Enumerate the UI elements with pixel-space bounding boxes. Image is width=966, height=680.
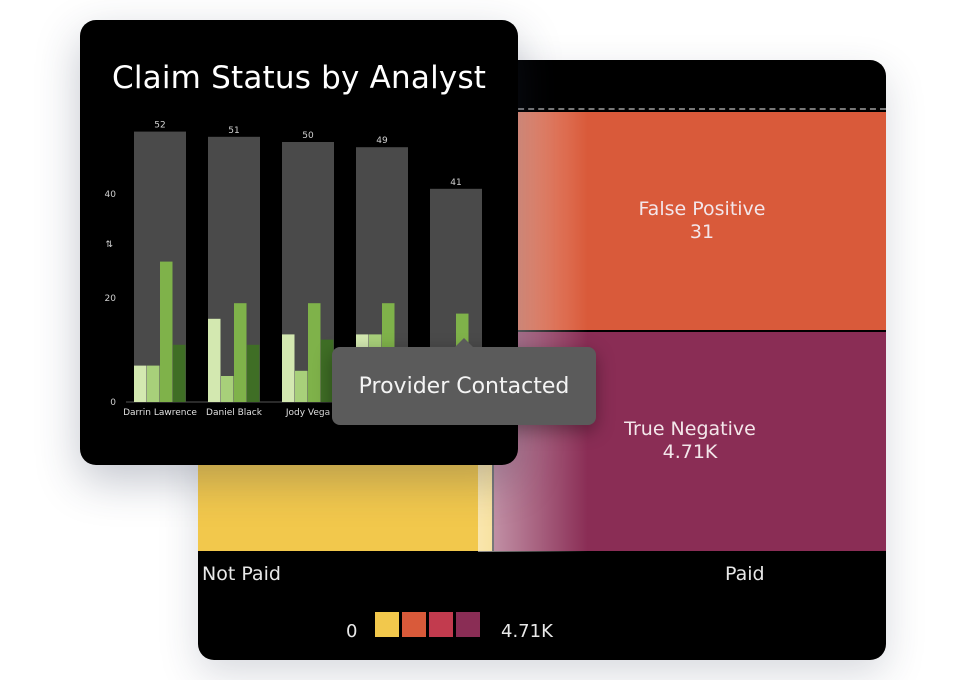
total-label: 51 <box>228 126 239 136</box>
legend-swatch-2 <box>429 612 453 637</box>
total-label: 50 <box>302 131 314 141</box>
legend-swatch-0 <box>375 612 399 637</box>
series-bar <box>247 344 260 402</box>
category-label: Darrin Lawrence <box>123 408 197 418</box>
legend-swatch-1 <box>402 612 426 637</box>
series-bar <box>160 261 173 402</box>
legend-max-label: 4.71K <box>501 621 553 642</box>
tile-true-negative-label: True Negative 4.71K <box>624 418 756 463</box>
series-bar <box>234 303 247 402</box>
legend-min-label: 0 <box>346 621 358 642</box>
tooltip-text: Provider Contacted <box>358 373 570 399</box>
y-tick-label: 40 <box>105 190 117 200</box>
series-bar <box>173 344 186 402</box>
series-bar <box>208 318 221 402</box>
chart-title: Claim Status by Analyst <box>112 60 487 96</box>
category-label: Daniel Black <box>206 408 263 418</box>
x-category-not-paid: Not Paid <box>202 563 281 585</box>
top-divider <box>498 108 886 110</box>
series-bar <box>308 303 321 402</box>
total-label: 49 <box>376 136 388 146</box>
tile-not-paid[interactable] <box>198 460 492 551</box>
series-bar <box>282 334 295 402</box>
total-label: 52 <box>154 121 165 131</box>
series-bar <box>134 365 147 402</box>
series-bar <box>295 370 308 402</box>
color-legend <box>375 612 480 637</box>
category-label: Jody Vega <box>285 408 330 418</box>
tile-false-positive-label: False Positive 31 <box>638 198 766 243</box>
series-bar <box>147 365 160 402</box>
series-bar <box>221 376 234 402</box>
x-category-paid: Paid <box>725 563 765 585</box>
tile-false-positive[interactable]: False Positive 31 <box>518 112 886 330</box>
y-tick-label: 0 <box>110 398 116 408</box>
sort-icon: ⇅ <box>105 240 113 250</box>
y-tick-label: 20 <box>105 294 117 304</box>
tooltip: Provider Contacted <box>332 338 596 425</box>
total-label: 41 <box>450 178 461 188</box>
legend-swatch-3 <box>456 612 480 637</box>
series-bar <box>321 339 334 402</box>
